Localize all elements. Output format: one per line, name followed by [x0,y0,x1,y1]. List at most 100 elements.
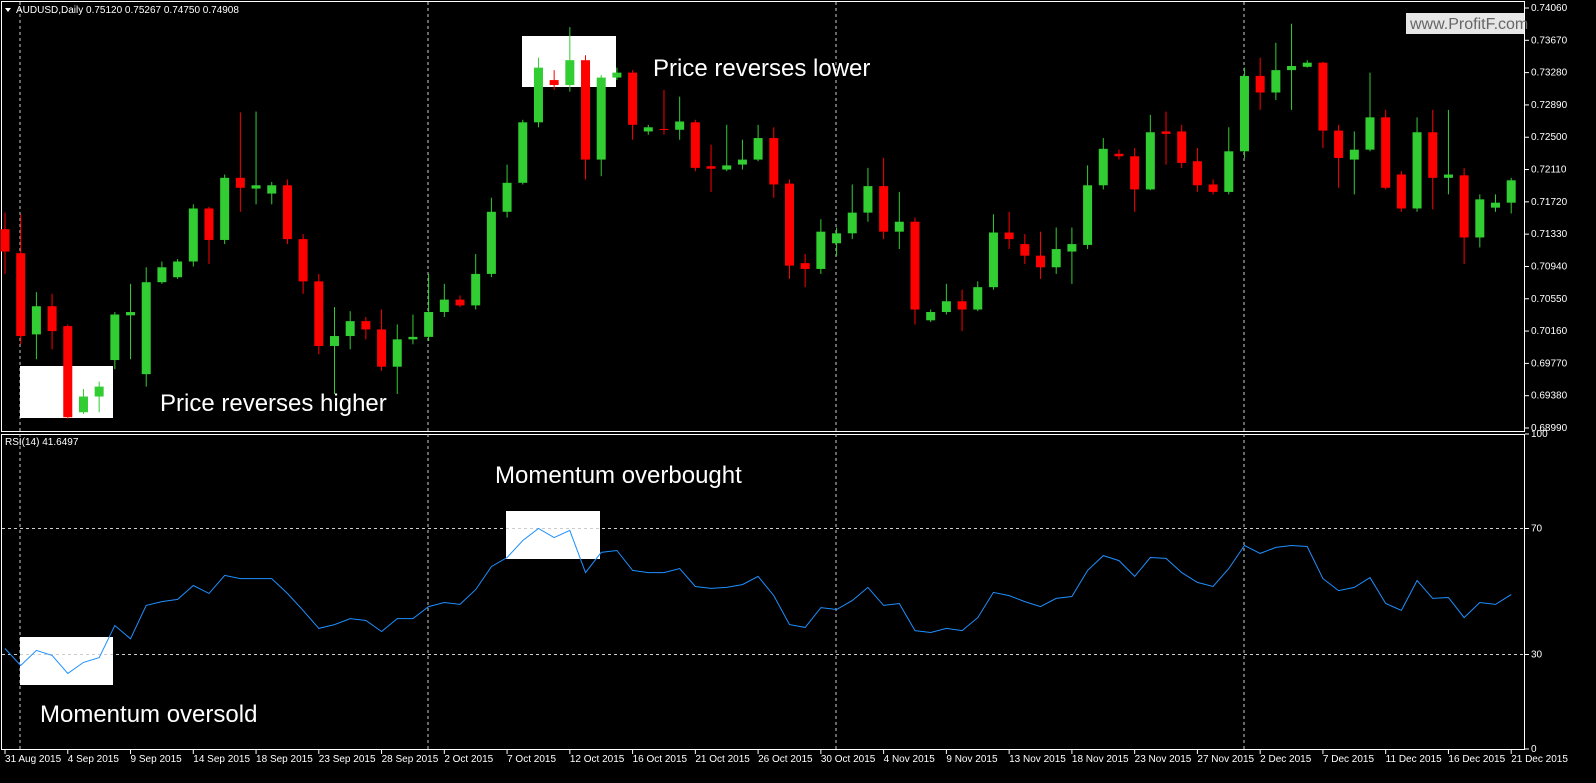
x-tick-label: 27 Nov 2015 [1197,754,1254,765]
candle-body [1491,202,1501,208]
candle-body [1020,244,1030,256]
candle-body [235,177,245,188]
x-tick-label: 23 Nov 2015 [1135,754,1192,765]
y-tick-label: 100 [1531,429,1548,440]
candle-body [879,186,889,232]
candle-body [345,321,355,337]
annotation: Price reverses higher [160,390,387,417]
y-tick-label: 0.72890 [1531,100,1568,111]
menu-triangle [5,8,11,12]
y-tick-label: 0.73280 [1531,68,1568,79]
x-tick-label: 9 Sep 2015 [131,754,183,765]
highlight-box [20,637,113,685]
candle-body [1208,184,1218,192]
candle-body [16,253,26,337]
candle-body [612,72,622,78]
candle-body [1004,232,1014,240]
candle-body [1271,70,1281,93]
candle-body [1365,117,1375,150]
candle-body [1381,117,1391,188]
candle-body [973,287,983,310]
candle-body [1318,62,1328,131]
candle-body [1067,244,1077,252]
candle-body [1130,156,1140,190]
x-tick-label: 9 Nov 2015 [946,754,998,765]
x-tick-label: 7 Dec 2015 [1323,754,1375,765]
x-tick-label: 13 Nov 2015 [1009,754,1066,765]
candle-body [486,211,496,274]
candle-body [110,314,120,361]
candle-body [784,183,794,266]
candle-body [549,80,559,86]
price-panel-frame [1,1,1525,432]
x-tick-label: 14 Sep 2015 [193,754,250,765]
candle-body [1145,132,1155,190]
candle-body [1302,62,1312,67]
candle-body [63,326,73,418]
candle-body [988,232,998,288]
x-tick-label: 4 Sep 2015 [68,754,120,765]
annotation: Momentum overbought [495,462,742,489]
y-tick-label: 70 [1531,524,1543,535]
y-tick-label: 0.69380 [1531,391,1568,402]
candle-body [141,282,151,375]
candle-body [282,185,292,240]
y-tick-label: 0.70160 [1531,326,1568,337]
candle-body [690,122,700,168]
candle-body [502,182,512,212]
y-tick-label: 0.74060 [1531,3,1568,14]
y-tick-label: 0.71330 [1531,229,1568,240]
candle-body [377,329,387,367]
candle-body [596,77,606,160]
candle-body [894,221,904,232]
candle-body [1349,149,1359,160]
candle-body [816,231,826,269]
y-tick-label: 30 [1531,650,1543,661]
candle-body [1051,249,1061,268]
candle-body [392,339,402,367]
candle-body [926,312,936,321]
candle-body [47,306,57,332]
symbol-header: AUDUSD,Daily 0.75120 0.75267 0.74750 0.7… [16,5,239,16]
candle-body [643,127,653,132]
candle-body [1083,185,1093,245]
candle-body [753,138,763,160]
highlight-box [506,511,600,559]
candle-body [1506,180,1516,203]
candle-body [941,301,951,313]
candle-body [565,60,575,86]
candle-body [1036,255,1046,268]
candle-body [1443,174,1453,178]
candle-body [1396,174,1406,209]
candle-body [188,208,198,262]
x-tick-label: 26 Oct 2015 [758,754,813,765]
candle-body [1459,175,1469,238]
candle-body [1287,65,1297,71]
candle-body [659,128,669,130]
candle-body [1192,161,1202,186]
candle-body [1114,153,1124,157]
candle-body [737,159,747,165]
candle-body [204,208,214,240]
candle-body [408,336,418,340]
y-tick-label: 0.69770 [1531,358,1568,369]
annotation: Price reverses lower [653,55,870,82]
candle-body [251,185,261,189]
rsi-panel-frame [1,434,1525,750]
candle-body [1255,75,1265,93]
x-tick-label: 21 Dec 2015 [1511,754,1568,765]
y-tick-label: 0.73670 [1531,35,1568,46]
candle-body [847,212,857,234]
watermark-box [1406,13,1524,34]
candle-body [1239,75,1249,152]
y-tick-label: 0.70550 [1531,294,1568,305]
candle-body [518,122,528,183]
candle-body [424,312,434,337]
candle-body [675,121,685,130]
y-tick-label: 0.72500 [1531,132,1568,143]
annotation: Momentum oversold [40,701,257,728]
candle-body [863,186,873,213]
candle-body [455,299,465,306]
candle-body [1161,131,1171,134]
candle-body [628,72,638,125]
